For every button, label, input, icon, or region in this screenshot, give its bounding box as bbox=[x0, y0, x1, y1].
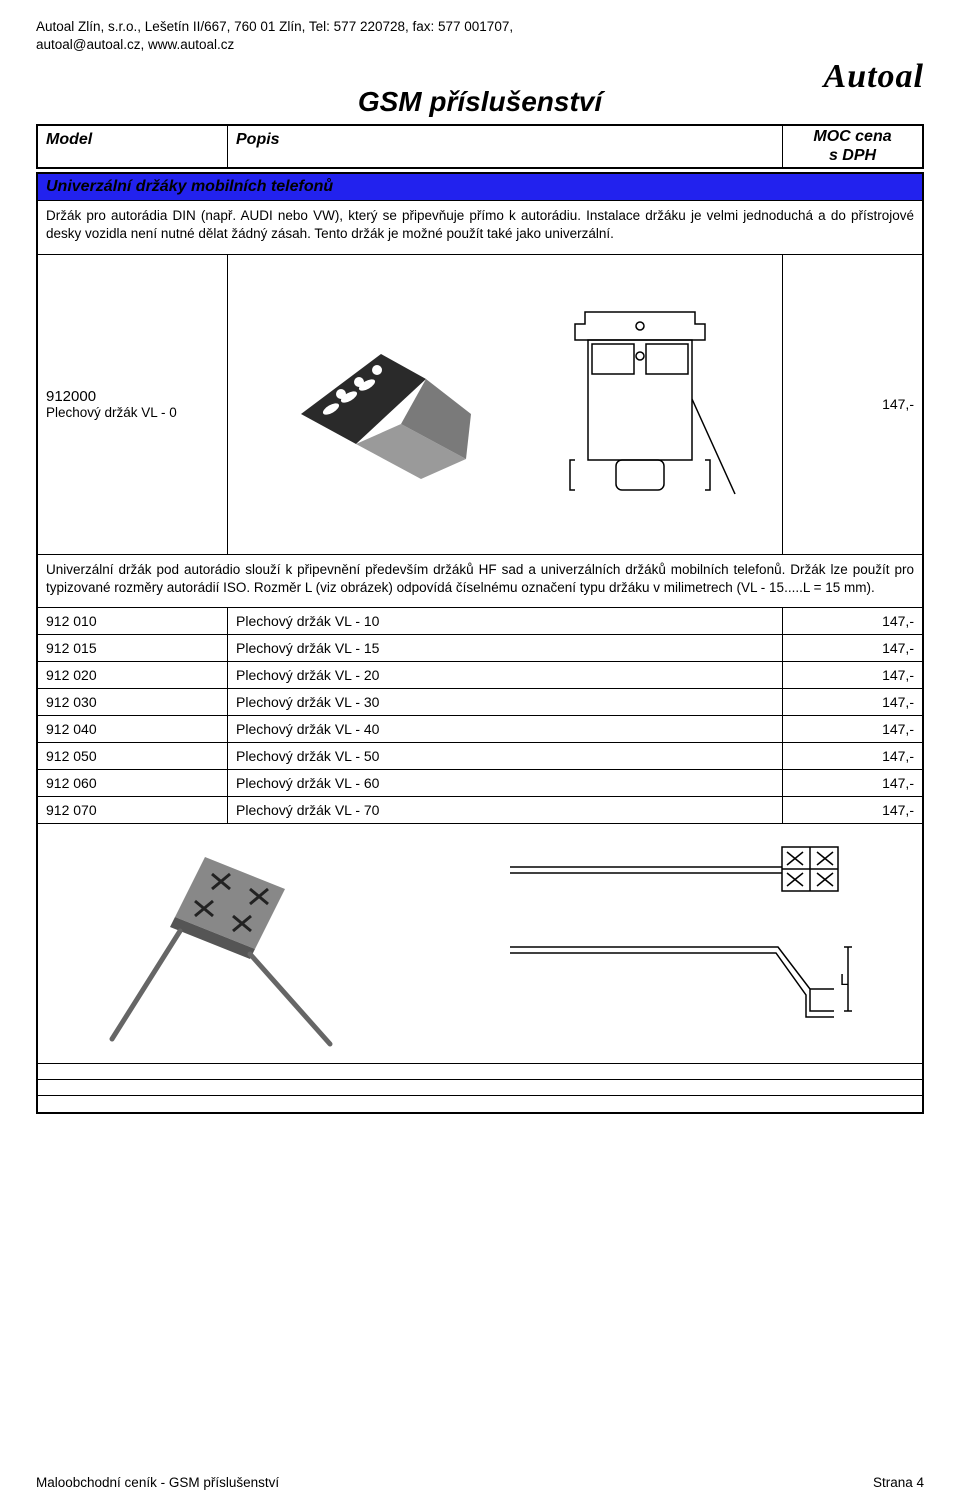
company-address: Autoal Zlín, s.r.o., Lešetín II/667, 760… bbox=[36, 18, 924, 54]
row-name: Plechový držák VL - 20 bbox=[228, 662, 782, 688]
product-main-price: 147,- bbox=[782, 255, 922, 554]
product-main-row: 912000 Plechový držák VL - 0 bbox=[38, 255, 922, 555]
row-price: 147,- bbox=[782, 716, 922, 742]
table-row: 912 040 Plechový držák VL - 40 147,- bbox=[38, 716, 922, 743]
bracket-perspective-icon bbox=[100, 839, 400, 1049]
illustration-row: L bbox=[38, 824, 922, 1064]
row-price: 147,- bbox=[782, 689, 922, 715]
spacer bbox=[38, 1080, 922, 1096]
page-footer: Maloobchodní ceník - GSM příslušenství S… bbox=[36, 1475, 924, 1490]
footer-left: Maloobchodní ceník - GSM příslušenství bbox=[36, 1475, 279, 1490]
row-code: 912 070 bbox=[38, 797, 228, 823]
product-main-images bbox=[228, 255, 782, 554]
brand-logo: Autoal bbox=[824, 58, 924, 96]
header-model: Model bbox=[38, 126, 228, 167]
bracket-side-schematic-icon: L bbox=[500, 839, 860, 1049]
description-2: Univerzální držák pod autorádio slouží k… bbox=[38, 555, 922, 608]
bracket-schematic-icon bbox=[530, 294, 750, 514]
table-row: 912 020 Plechový držák VL - 20 147,- bbox=[38, 662, 922, 689]
row-code: 912 030 bbox=[38, 689, 228, 715]
row-code: 912 015 bbox=[38, 635, 228, 661]
row-name: Plechový držák VL - 60 bbox=[228, 770, 782, 796]
company-line-2: autoal@autoal.cz, www.autoal.cz bbox=[36, 36, 924, 54]
product-main-code: 912000 bbox=[46, 388, 219, 405]
table-row: 912 060 Plechový držák VL - 60 147,- bbox=[38, 770, 922, 797]
header-popis: Popis bbox=[228, 126, 782, 167]
section-title: Univerzální držáky mobilních telefonů bbox=[38, 174, 922, 201]
footer-right: Strana 4 bbox=[873, 1475, 924, 1490]
row-price: 147,- bbox=[782, 770, 922, 796]
row-code: 912 050 bbox=[38, 743, 228, 769]
row-name: Plechový držák VL - 50 bbox=[228, 743, 782, 769]
row-name: Plechový držák VL - 15 bbox=[228, 635, 782, 661]
row-price: 147,- bbox=[782, 797, 922, 823]
row-price: 147,- bbox=[782, 635, 922, 661]
row-name: Plechový držák VL - 10 bbox=[228, 608, 782, 634]
company-line-1: Autoal Zlín, s.r.o., Lešetín II/667, 760… bbox=[36, 18, 924, 36]
row-name: Plechový držák VL - 70 bbox=[228, 797, 782, 823]
row-name: Plechový držák VL - 40 bbox=[228, 716, 782, 742]
column-header-bar: Model Popis MOC cena s DPH bbox=[36, 124, 924, 169]
dim-label: L bbox=[840, 972, 849, 989]
spacer bbox=[38, 1064, 922, 1080]
row-price: 147,- bbox=[782, 608, 922, 634]
row-price: 147,- bbox=[782, 743, 922, 769]
row-name: Plechový držák VL - 30 bbox=[228, 689, 782, 715]
product-main-id: 912000 Plechový držák VL - 0 bbox=[38, 255, 228, 554]
page-title: GSM příslušenství bbox=[358, 86, 602, 118]
product-main-name: Plechový držák VL - 0 bbox=[46, 405, 219, 420]
row-code: 912 020 bbox=[38, 662, 228, 688]
header-moc: MOC cena s DPH bbox=[782, 126, 922, 167]
spacer bbox=[38, 1096, 922, 1112]
table-row: 912 010 Plechový držák VL - 10 147,- bbox=[38, 608, 922, 635]
table-row: 912 030 Plechový držák VL - 30 147,- bbox=[38, 689, 922, 716]
row-code: 912 060 bbox=[38, 770, 228, 796]
title-row: GSM příslušenství Autoal bbox=[36, 64, 924, 118]
table-row: 912 070 Plechový držák VL - 70 147,- bbox=[38, 797, 922, 824]
row-price: 147,- bbox=[782, 662, 922, 688]
bracket-photo-icon bbox=[261, 314, 481, 494]
row-code: 912 040 bbox=[38, 716, 228, 742]
table-row: 912 050 Plechový držák VL - 50 147,- bbox=[38, 743, 922, 770]
description-1: Držák pro autorádia DIN (např. AUDI nebo… bbox=[38, 201, 922, 254]
header-moc-line1: MOC cena bbox=[791, 128, 914, 146]
row-code: 912 010 bbox=[38, 608, 228, 634]
content-frame: Univerzální držáky mobilních telefonů Dr… bbox=[36, 172, 924, 1114]
table-row: 912 015 Plechový držák VL - 15 147,- bbox=[38, 635, 922, 662]
header-moc-line2: s DPH bbox=[791, 147, 914, 165]
